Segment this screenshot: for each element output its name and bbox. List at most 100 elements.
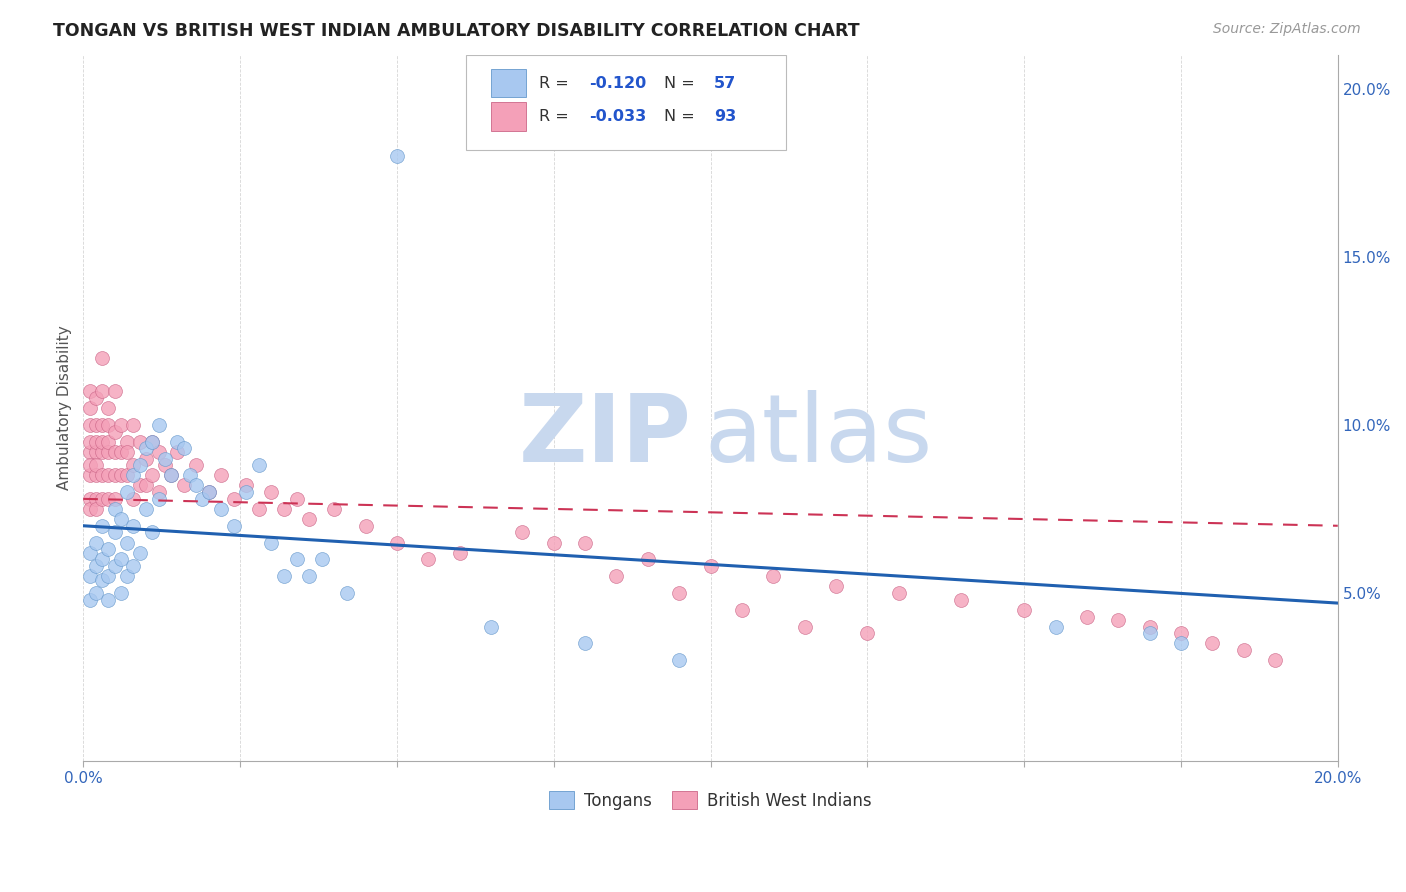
Point (173, 478, 195, 492)
Point (110, 586, 132, 600)
Point (135, 451, 157, 466)
Point (104, 502, 127, 516)
Point (148, 491, 170, 506)
FancyBboxPatch shape (491, 103, 526, 130)
Point (84, 491, 107, 506)
Point (128, 546, 150, 560)
Y-axis label: Ambulatory Disability: Ambulatory Disability (58, 326, 72, 491)
Point (97, 401, 120, 416)
Point (97, 569, 120, 583)
Point (104, 525, 127, 540)
Point (97, 417, 120, 432)
Point (1045, 619, 1067, 633)
Point (79, 491, 101, 506)
Point (222, 518, 245, 533)
Point (115, 468, 138, 483)
Text: R =: R = (538, 109, 574, 124)
Point (122, 458, 145, 473)
FancyBboxPatch shape (491, 70, 526, 97)
Point (856, 626, 879, 640)
Point (543, 535, 565, 549)
Point (385, 535, 408, 549)
Point (97, 434, 120, 449)
Point (104, 559, 127, 574)
Point (79, 502, 101, 516)
Point (160, 468, 183, 483)
Point (110, 417, 132, 432)
Point (79, 546, 101, 560)
Point (104, 384, 127, 399)
Point (273, 502, 295, 516)
Point (91, 573, 114, 587)
Point (122, 518, 145, 533)
Point (235, 478, 257, 492)
Point (84, 559, 107, 574)
Point (323, 502, 346, 516)
Legend: Tongans, British West Indians: Tongans, British West Indians (543, 785, 879, 816)
Point (91, 518, 114, 533)
Point (260, 535, 283, 549)
Point (354, 518, 377, 533)
Point (793, 619, 815, 633)
Point (574, 535, 596, 549)
Point (79, 417, 101, 432)
Point (115, 434, 138, 449)
Point (115, 535, 138, 549)
Point (79, 384, 101, 399)
Text: -0.120: -0.120 (589, 76, 647, 91)
Point (115, 569, 138, 583)
Point (186, 478, 208, 492)
Point (197, 485, 219, 500)
Point (141, 525, 163, 540)
Point (605, 569, 627, 583)
Point (285, 491, 308, 506)
Point (166, 445, 188, 459)
Point (141, 434, 163, 449)
Point (247, 458, 270, 473)
Point (247, 502, 270, 516)
Point (1170, 626, 1192, 640)
Point (135, 442, 157, 456)
Point (128, 458, 150, 473)
Point (97, 468, 120, 483)
FancyBboxPatch shape (465, 55, 786, 151)
Point (79, 401, 101, 416)
Point (153, 458, 176, 473)
Point (173, 442, 195, 456)
Text: atlas: atlas (704, 391, 932, 483)
Point (1139, 626, 1161, 640)
Point (97, 592, 120, 607)
Point (122, 491, 145, 506)
Point (141, 468, 163, 483)
Point (115, 485, 138, 500)
Point (84, 434, 107, 449)
Point (731, 603, 754, 617)
Point (91, 445, 114, 459)
Point (115, 445, 138, 459)
Point (298, 512, 321, 526)
Point (336, 586, 359, 600)
Text: -0.033: -0.033 (589, 109, 647, 124)
Point (153, 451, 176, 466)
Point (141, 434, 163, 449)
Point (97, 542, 120, 557)
Point (84, 417, 107, 432)
Point (84, 391, 107, 405)
Point (79, 434, 101, 449)
Point (197, 485, 219, 500)
Point (222, 491, 245, 506)
Point (385, 149, 408, 163)
Point (668, 653, 690, 667)
Point (91, 434, 114, 449)
Point (1264, 653, 1286, 667)
Point (887, 586, 910, 600)
Point (91, 552, 114, 566)
Point (84, 445, 107, 459)
Point (699, 559, 721, 574)
Point (148, 445, 170, 459)
Point (311, 552, 333, 566)
Point (79, 468, 101, 483)
Point (160, 468, 183, 483)
Point (762, 569, 785, 583)
Text: N =: N = (664, 76, 700, 91)
